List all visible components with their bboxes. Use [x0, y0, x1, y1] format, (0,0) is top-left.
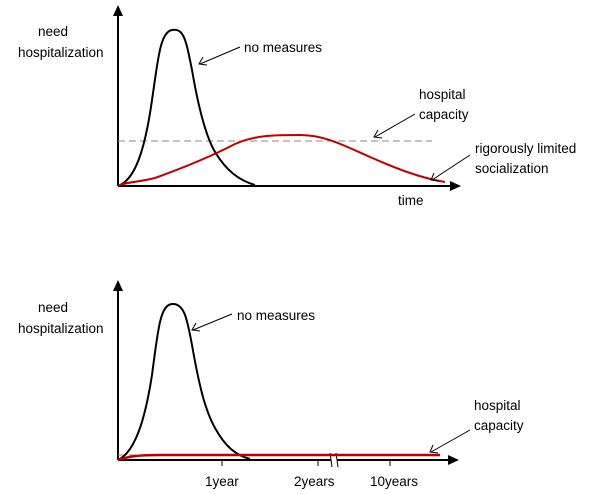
top-capacity-arrow	[374, 113, 416, 138]
top-panel: need hospitalization time no measures ho…	[18, 5, 576, 208]
bottom-capacity-label-line1: hospital	[474, 398, 521, 413]
bottom-no-measures-arrowhead	[191, 322, 201, 332]
top-y-axis-arrowhead	[113, 5, 123, 16]
bottom-tick-label-1year: 1year	[205, 474, 239, 489]
top-limited-curve	[117, 133, 446, 187]
bottom-capacity-arrow	[430, 429, 471, 453]
bottom-panel: need hospitalization 1year 2years 10year…	[18, 280, 524, 489]
top-limited-label-line1: rigorously limited	[475, 141, 576, 156]
top-y-axis-label-line2: hospitalization	[18, 45, 104, 60]
top-no-measures-label: no measures	[244, 40, 322, 55]
top-x-axis-arrowhead	[450, 181, 461, 191]
bottom-no-measures-arrow	[192, 313, 233, 331]
top-limited-label-line2: socialization	[475, 161, 549, 176]
top-no-measures-arrow	[199, 46, 241, 65]
bottom-tick-label-10years: 10years	[370, 474, 418, 489]
bottom-no-measures-label: no measures	[237, 308, 315, 323]
top-no-measures-curve	[117, 28, 256, 187]
top-limited-arrowhead	[430, 172, 440, 182]
bottom-y-axis-label-line1: need	[38, 300, 68, 315]
bottom-no-measures-curve	[117, 303, 251, 461]
bottom-capacity-label-line2: capacity	[474, 418, 524, 433]
top-no-measures-arrowhead	[198, 56, 208, 66]
bottom-y-axis-arrowhead	[113, 280, 123, 291]
top-capacity-label-line1: hospital	[419, 87, 466, 102]
top-capacity-arrowhead	[373, 129, 383, 139]
bottom-capacity-arrowhead	[429, 444, 439, 454]
bottom-limited-curve	[117, 453, 440, 462]
top-x-axis-label: time	[398, 193, 424, 208]
bottom-y-axis-label-line2: hospitalization	[18, 321, 104, 336]
top-y-axis-label-line1: need	[38, 24, 68, 39]
bottom-tick-label-2years: 2years	[294, 474, 335, 489]
top-limited-arrow	[431, 154, 471, 181]
bottom-x-axis-arrowhead	[448, 455, 459, 465]
top-capacity-label-line2: capacity	[419, 107, 469, 122]
